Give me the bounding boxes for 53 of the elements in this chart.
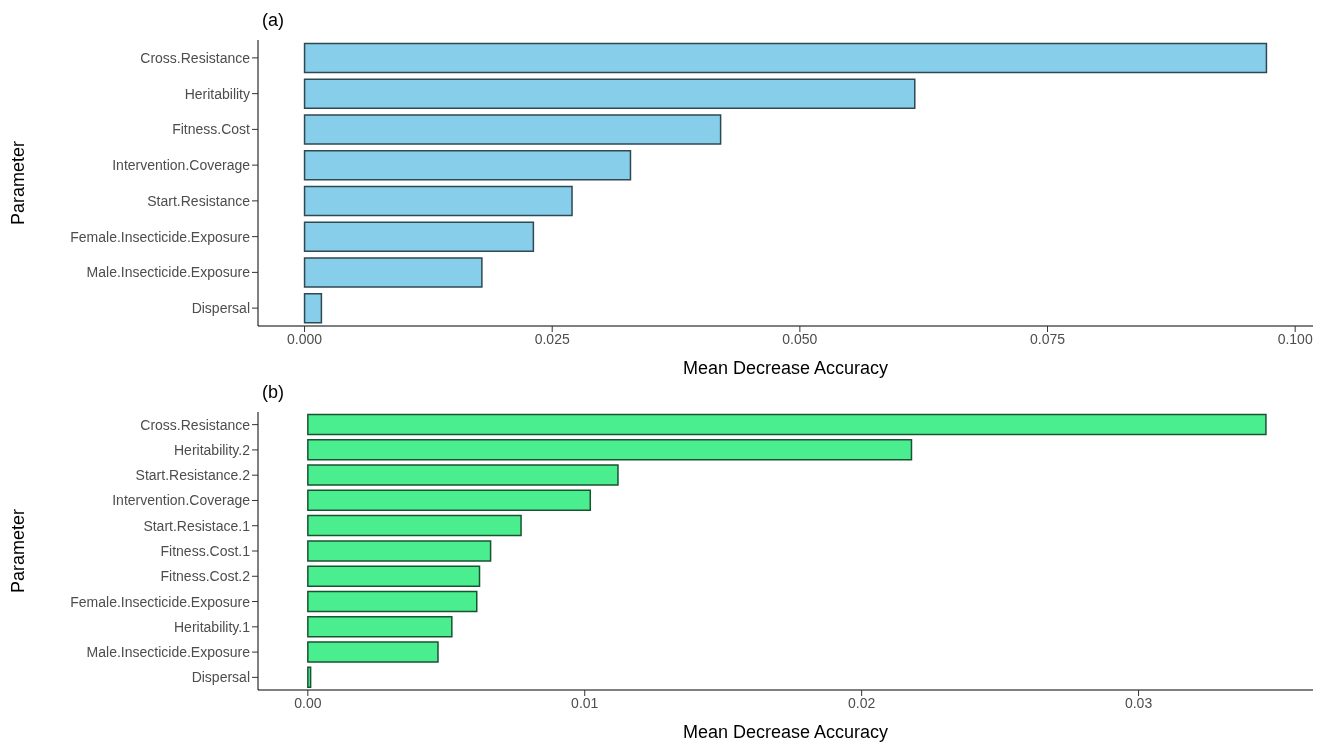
x-tick-label: 0.01 [571,694,599,711]
bar [303,221,535,253]
bar [307,489,592,512]
y-tick-label: Fitness.Cost.1 [160,542,251,559]
y-axis-title: Parameter [8,140,29,226]
bar [303,257,483,288]
y-tick-label: Cross.Resistance [140,49,251,66]
y-tick-label: Start.Resistance.2 [135,467,251,484]
x-tick-label: 0.100 [1277,330,1313,347]
y-tick-label: Intervention.Coverage [112,157,251,174]
bar [307,641,439,663]
chart-title: (a) [262,10,284,31]
bar [307,666,312,688]
y-tick-label: Fitness.Cost [172,121,251,138]
y-tick-label: Cross.Resistance [140,416,251,433]
bar [303,293,323,324]
x-tick-label: 0.00 [294,694,322,711]
bar [303,78,916,110]
y-tick-label: Female.Insecticide.Exposure [70,228,251,245]
bar [307,439,913,461]
x-tick-label: 0.000 [287,330,323,347]
y-tick-label: Female.Insecticide.Exposure [70,593,251,610]
x-axis-title: Mean Decrease Accuracy [682,358,889,378]
chart-title: (b) [262,382,284,403]
y-tick-label: Dispersal [191,300,250,317]
bar [307,590,478,613]
y-tick-label: Heritability.1 [174,618,251,635]
x-tick-label: 0.050 [782,330,818,347]
bar [307,615,453,638]
bar [303,114,722,145]
x-tick-label: 0.03 [1124,694,1153,711]
y-tick-label: Heritability.2 [174,441,251,458]
x-tick-label: 0.075 [1029,330,1066,347]
bar [303,185,573,217]
y-tick-label: Fitness.Cost.2 [160,568,251,585]
x-axis-title: Mean Decrease Accuracy [682,722,889,742]
y-tick-label: Start.Resistace.1 [143,517,251,534]
bar [303,42,1268,74]
y-tick-label: Dispersal [191,669,250,686]
bar [307,565,481,587]
bar [307,413,1267,436]
y-tick-label: Intervention.Coverage [112,492,251,509]
y-tick-label: Start.Resistance [147,192,251,209]
y-axis-title: Parameter [8,508,29,594]
bar [307,540,492,562]
y-tick-label: Male.Insecticide.Exposure [86,644,251,661]
y-tick-label: Heritability [184,85,250,102]
y-tick-label: Male.Insecticide.Exposure [86,264,251,281]
x-tick-label: 0.02 [848,694,876,711]
x-tick-label: 0.025 [534,330,570,347]
bar [303,150,632,181]
bar [307,464,619,486]
bar [307,514,522,537]
